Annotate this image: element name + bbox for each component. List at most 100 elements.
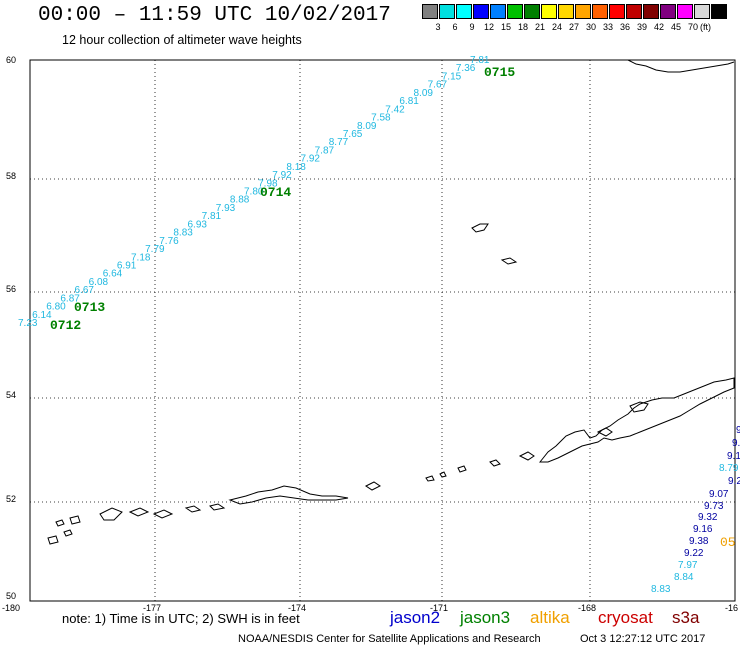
wave-height-value: 7.92: [301, 154, 321, 165]
legend-label: 45: [670, 22, 681, 32]
longitude-label: -171: [430, 603, 448, 613]
legend-label: 30: [585, 22, 596, 32]
wave-height-value: 6.08: [89, 277, 109, 288]
wave-height-value: 9.20: [728, 476, 740, 487]
pass-time-label: 0713: [74, 300, 105, 315]
coastline-island-a: [629, 401, 649, 413]
longitude-label: -177: [143, 603, 161, 613]
legend-label: 9: [469, 22, 475, 32]
longitude-label: -174: [288, 603, 306, 613]
pass-time-label: 0715: [484, 65, 515, 80]
legend-label: 6: [452, 22, 458, 32]
coastline-alaska-mainland: [627, 59, 735, 73]
wave-height-value: 6.87: [60, 293, 80, 304]
coastline-island-q: [47, 535, 59, 545]
legend-swatch: [592, 4, 608, 19]
mission-s3a: s3a: [672, 608, 700, 627]
coastline-island-h: [365, 481, 381, 491]
coastline-st-george: [500, 257, 518, 265]
legend-swatch: [677, 4, 693, 19]
legend-swatch: [694, 4, 710, 19]
wave-height-value: 7.92: [272, 170, 292, 181]
coastline-island-f: [439, 471, 447, 478]
wave-height-value: 6.67: [75, 285, 95, 296]
map-frame: [29, 59, 736, 602]
wave-height-value: 8.79: [719, 463, 739, 474]
wave-height-value: 7.18: [131, 252, 151, 263]
wave-height-value: 9.22: [684, 548, 704, 559]
wave-height-value: 9.38: [689, 536, 709, 547]
coastline-island-o: [55, 519, 65, 527]
legend-swatch: [473, 4, 489, 19]
longitude-label: -180: [2, 603, 20, 613]
legend-label: 24: [551, 22, 562, 32]
wave-height-value: 7.87: [315, 145, 335, 156]
wave-height-value: 9.32: [698, 512, 718, 523]
latitude-label: 54: [6, 390, 16, 400]
wave-height-value: 7.97: [678, 560, 698, 571]
latitude-label: 60: [6, 55, 16, 65]
coastline-aleutians-east: [538, 377, 735, 463]
coastline-island-m: [99, 507, 123, 521]
wave-height-value: 6.80: [46, 302, 66, 313]
coastline-island-j: [184, 505, 202, 513]
wave-height-value: 6.14: [32, 310, 52, 321]
wave-height-value: 7.15: [442, 71, 462, 82]
wave-height-value: 7.80: [244, 187, 264, 198]
legend-label: 36: [619, 22, 630, 32]
coastline-island-i: [209, 503, 226, 511]
legend-swatch: [575, 4, 591, 19]
coastline-island-d: [489, 459, 501, 467]
wave-height-value: 7.42: [385, 104, 405, 115]
grid-labels: 60 58 56 54 52 50 -180 -177 -174 -171 -168 -16: [2, 55, 738, 613]
wave-height-value: 8.83: [173, 228, 193, 239]
coastline-island-e: [457, 465, 467, 473]
wave-height-value: 6.64: [103, 269, 123, 280]
legend-label: 18: [517, 22, 528, 32]
wave-height-value: 9.1: [727, 451, 740, 462]
legend-swatch: [626, 4, 642, 19]
wave-height-value: 8.09: [414, 88, 434, 99]
wave-height-value: 9.: [736, 425, 740, 436]
wave-height-value: 7.65: [343, 129, 363, 140]
legend-label: 33: [602, 22, 613, 32]
latitude-label: 58: [6, 171, 16, 181]
wave-height-value: 8.18: [286, 162, 306, 173]
longitude-label: -16: [725, 603, 738, 613]
wave-height-value: 6.81: [399, 96, 419, 107]
wave-height-value: 7.58: [371, 113, 391, 124]
wave-height-value: 8.09: [357, 121, 377, 132]
wave-height-value: 7.79: [145, 244, 165, 255]
notes-text: note: 1) Time is in UTC; 2) SWH is in fe…: [62, 611, 300, 626]
wave-height-value: 7.76: [159, 236, 179, 247]
coastline-island-k: [152, 509, 174, 519]
timestamp-text: Oct 3 12:27:12 UTC 2017: [580, 633, 706, 645]
legend-label: 70: [687, 22, 698, 32]
map-grid: [30, 60, 735, 601]
wave-height-value: 7.36: [456, 63, 476, 74]
credit-text: NOAA/NESDIS Center for Satellite Applica…: [238, 633, 541, 645]
wave-height-value: 7.98: [258, 178, 278, 189]
latitude-label: 56: [6, 284, 16, 294]
wave-height-value: 6.93: [188, 219, 208, 230]
legend-label: 42: [653, 22, 664, 32]
legend-swatch: [711, 4, 727, 19]
wave-height-value: 7.67: [428, 80, 448, 91]
wave-height-value: 8.88: [230, 195, 250, 206]
legend-swatch: [507, 4, 523, 19]
legend-label: 3: [435, 22, 441, 32]
legend-swatch: [541, 4, 557, 19]
coastline-island-b: [596, 427, 613, 437]
legend-label: 15: [500, 22, 511, 32]
legend-swatch: [524, 4, 540, 19]
page-title: 00:00 – 11:59 UTC 10/02/2017: [38, 4, 391, 27]
wave-height-value: 7.23: [18, 318, 38, 329]
pass-time-label: 0712: [50, 318, 81, 333]
color-legend: 3 6 9 12 15 18 21 24 27 30 33 36 39 42 45 70 (ft): [422, 4, 728, 34]
pass-time-label: 0714: [260, 185, 291, 200]
longitude-label: -168: [578, 603, 596, 613]
wave-height-value: 7.81: [470, 55, 490, 66]
coastlines: [47, 59, 735, 545]
wave-height-value: 8.77: [329, 137, 349, 148]
coastline-aleutians-west: [228, 485, 349, 505]
